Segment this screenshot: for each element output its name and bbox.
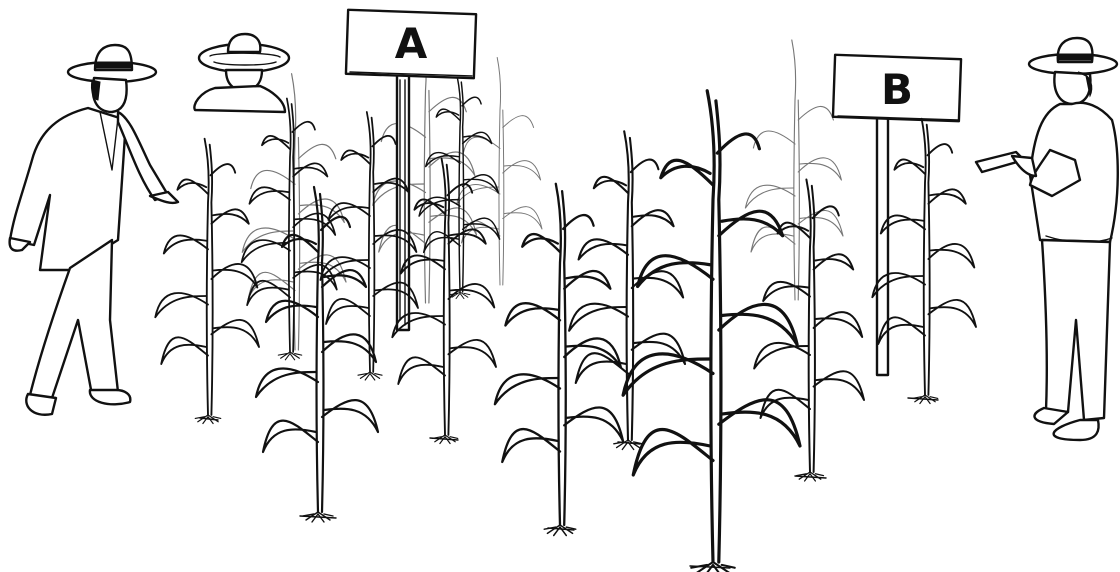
corn-plant (568, 130, 687, 451)
corn-plants (154, 76, 977, 572)
farmer-straw-hat (193, 32, 291, 114)
sign-a-letter: A (395, 19, 428, 68)
corn-plant (254, 185, 380, 524)
farmer-right-with-notebook (974, 36, 1119, 442)
farmer-left (8, 43, 180, 416)
corn-plant (493, 182, 625, 537)
corn-plant (621, 89, 802, 572)
corn-plant (418, 76, 501, 300)
background-corn-rows (241, 26, 844, 351)
sign-b-letter: B (881, 65, 913, 114)
sign-a: A (344, 8, 478, 332)
corn-plant (154, 137, 260, 425)
ground-marks (199, 397, 939, 569)
sign-b: B (831, 53, 963, 377)
